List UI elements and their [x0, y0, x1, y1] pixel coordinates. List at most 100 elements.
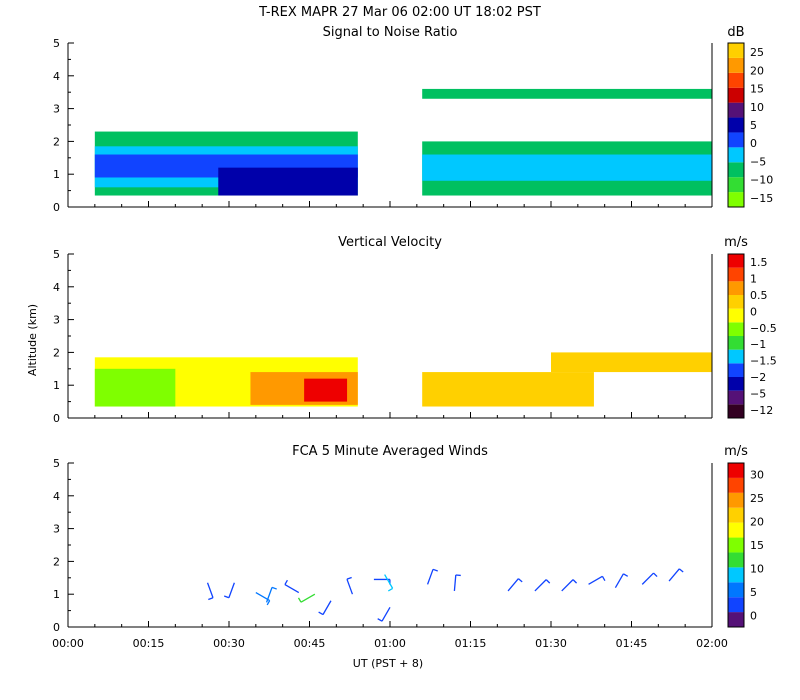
colorbar-label: 20 [750, 516, 764, 529]
colorbar-frame [727, 253, 745, 419]
wind-barb-flag [318, 611, 324, 616]
data-layer [551, 352, 712, 373]
wind-barb-flag [346, 576, 352, 580]
colorbar-swatch [728, 612, 744, 627]
colorbar-swatch [728, 254, 744, 268]
colorbar-label: 15 [750, 83, 764, 96]
colorbar-label: 0.5 [750, 289, 768, 302]
colorbar-label: 5 [750, 586, 757, 599]
y-tick-label: 3 [53, 314, 60, 327]
wind-barb [561, 579, 574, 592]
colorbar-label: 0 [750, 305, 757, 318]
colorbar-frame [727, 42, 745, 208]
y-tick-label: 2 [53, 555, 60, 568]
colorbar-label: −1 [750, 338, 766, 351]
wind-barb-flag [545, 579, 551, 584]
colorbar-swatch [728, 522, 744, 538]
colorbar-swatch [728, 477, 744, 493]
colorbar-units: dB [727, 25, 744, 40]
colorbar-label: 15 [750, 539, 764, 552]
colorbar-swatch [728, 43, 744, 58]
y-tick-label: 5 [53, 248, 60, 261]
colorbar-swatch [728, 295, 744, 309]
wind-barb-flag [266, 600, 271, 606]
colorbar-swatch [728, 57, 744, 73]
y-tick-label: 0 [53, 621, 60, 634]
y-tick-label: 1 [53, 168, 60, 181]
wind-barb [265, 587, 273, 603]
colorbar-swatch [728, 267, 744, 282]
wind-barb [206, 582, 214, 598]
wind-barb-flag [678, 568, 684, 573]
colorbar-swatch [728, 390, 744, 405]
panel-2: Vertical Velocity m/s 0 1 2 3 4 5 1.5 1 0.5 0 −0.5 −1… [53, 235, 777, 425]
colorbar-swatch [728, 507, 744, 523]
x-tick-label: 01:00 [374, 637, 406, 650]
x-tick-label: 01:15 [455, 637, 487, 650]
x-tick-label: 02:00 [696, 637, 728, 650]
wind-barb-flag [297, 597, 302, 603]
wind-barb [284, 583, 300, 594]
colorbar-swatch [728, 463, 744, 478]
colorbar-label: −1.5 [750, 355, 777, 368]
colorbar-swatch [728, 363, 744, 377]
colorbar-swatch [728, 117, 744, 133]
colorbar-swatch [728, 177, 744, 193]
panel-title: FCA 5 Minute Averaged Winds [292, 444, 488, 459]
data-layer [218, 167, 358, 196]
data-layer [304, 378, 348, 402]
colorbar-label: −0.5 [750, 322, 777, 335]
colorbar-label: −5 [750, 155, 766, 168]
wind-barb [381, 606, 391, 622]
wind-barb [322, 600, 332, 615]
wind-barb-flag [623, 573, 629, 577]
colorbar-label: 10 [750, 101, 764, 114]
y-tick-label: 0 [53, 201, 60, 214]
x-tick-label: 00:00 [52, 637, 84, 650]
colorbar-swatch [728, 102, 744, 118]
y-tick-label: 1 [53, 379, 60, 392]
wind-barb-flag [377, 618, 383, 622]
colorbar-swatch [728, 567, 744, 583]
data-layer [422, 88, 712, 99]
wind-barb [384, 574, 394, 589]
colorbar-frame [727, 462, 745, 628]
y-tick-label: 1 [53, 588, 60, 601]
wind-barb [300, 593, 316, 603]
x-tick-label: 00:30 [213, 637, 245, 650]
x-tick-label: 01:30 [535, 637, 567, 650]
colorbar-swatch [728, 281, 744, 295]
panel-3: FCA 5 Minute Averaged Winds m/s 0 1 2 3 4 5 30 25… [53, 444, 764, 634]
panel-title: Vertical Velocity [338, 235, 442, 250]
wind-barb-flag [653, 572, 658, 578]
wind-barb-flag [271, 586, 277, 590]
wind-barb-flag [601, 576, 606, 582]
colorbar-label: 0 [750, 609, 757, 622]
colorbar-label: −5 [750, 387, 766, 400]
colorbar-swatch [728, 492, 744, 508]
data-layer [422, 154, 712, 181]
wind-barb [614, 573, 624, 588]
y-tick-label: 3 [53, 523, 60, 536]
colorbar-label: −15 [750, 192, 773, 205]
y-tick-label: 4 [53, 490, 60, 503]
colorbar-swatch [728, 132, 744, 148]
colorbar-swatch [728, 322, 744, 336]
colorbar-units: m/s [724, 444, 748, 459]
wind-barb [228, 582, 235, 598]
wind-barb [588, 575, 603, 585]
colorbar-swatch [728, 147, 744, 163]
x-tick-label: 00:45 [294, 637, 326, 650]
colorbar-label: 0 [750, 137, 757, 150]
y-tick-label: 2 [53, 346, 60, 359]
wind-barb [346, 578, 354, 595]
wind-barb [534, 579, 547, 592]
colorbar-label: 10 [750, 562, 764, 575]
panel-1: Signal to Noise Ratio dB 0 1 2 3 4 5 25 20 15 10 5 0 −… [53, 25, 773, 214]
data-layer [422, 372, 594, 407]
colorbar-label: 30 [750, 469, 764, 482]
y-tick-label: 4 [53, 281, 60, 294]
wind-barb-flag [517, 578, 523, 583]
colorbar-swatch [728, 192, 744, 207]
